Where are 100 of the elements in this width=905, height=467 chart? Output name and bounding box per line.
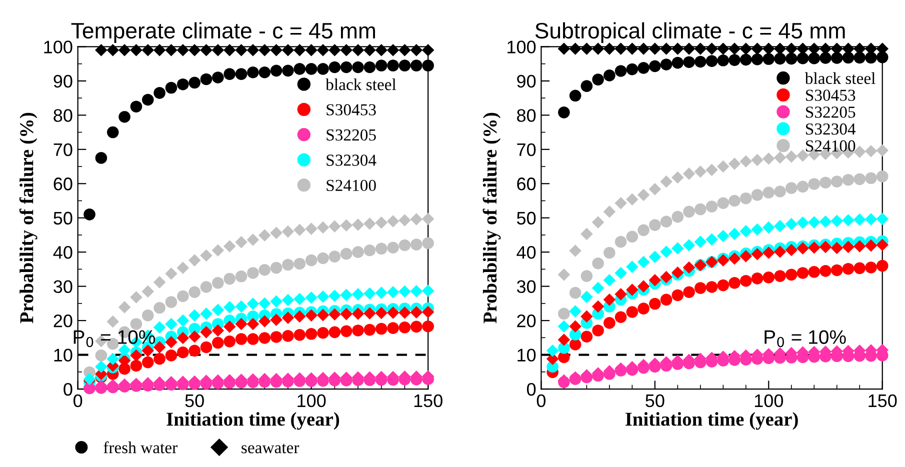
- annotation: P$_{0}$ = 10%: [764, 330, 846, 348]
- point: [728, 252, 741, 265]
- point: [188, 286, 200, 298]
- point: [706, 200, 718, 212]
- point: [672, 42, 684, 55]
- point: [352, 288, 364, 300]
- point: [386, 286, 400, 298]
- point: [106, 352, 119, 366]
- y-tick-label: 100: [44, 40, 72, 54]
- point: [352, 44, 364, 56]
- point: [95, 360, 108, 373]
- point: [258, 264, 271, 276]
- y-tick-label: 60: [517, 178, 536, 190]
- point: [830, 214, 844, 228]
- point: [558, 106, 570, 118]
- point: [762, 186, 775, 198]
- point: [854, 173, 866, 186]
- point: [660, 216, 672, 228]
- point: [410, 44, 423, 56]
- point: [375, 216, 388, 229]
- point: [364, 218, 376, 230]
- x-tick-label: 100: [754, 394, 784, 408]
- point: [340, 325, 352, 338]
- legend-label: S24100: [326, 180, 376, 192]
- point: [176, 290, 189, 302]
- point: [352, 246, 364, 258]
- point: [282, 225, 294, 238]
- point: [153, 321, 166, 334]
- point: [106, 126, 119, 138]
- legend-label: S24100: [806, 140, 856, 152]
- point: [637, 188, 650, 202]
- point: [604, 317, 616, 329]
- point: [740, 155, 752, 168]
- point: [130, 318, 142, 330]
- point: [785, 150, 798, 163]
- point: [410, 238, 422, 250]
- legend-label: black steel: [804, 72, 876, 84]
- point: [819, 215, 832, 228]
- point: [603, 274, 616, 286]
- point: [717, 197, 730, 210]
- point: [212, 276, 224, 289]
- point: [364, 324, 376, 336]
- point: [165, 350, 178, 362]
- point: [282, 312, 294, 324]
- point: [422, 44, 434, 56]
- point: [340, 288, 352, 302]
- point: [592, 300, 604, 313]
- point: [165, 336, 178, 348]
- point: [637, 42, 650, 55]
- point: [317, 326, 329, 339]
- point: [842, 240, 854, 254]
- point: [638, 302, 650, 314]
- point: [165, 44, 178, 56]
- x-tick-label: 150: [868, 394, 897, 408]
- point: [188, 344, 200, 357]
- point: [305, 328, 318, 340]
- point: [398, 44, 411, 56]
- point: [830, 264, 843, 276]
- point: [270, 64, 282, 77]
- point: [235, 300, 248, 313]
- point: [558, 320, 570, 333]
- point: [212, 336, 224, 349]
- point: [614, 42, 627, 55]
- point: [154, 352, 166, 365]
- point: [386, 44, 400, 56]
- point: [717, 160, 730, 173]
- point: [316, 221, 330, 234]
- point: [626, 260, 638, 273]
- point: [188, 76, 200, 89]
- point: [176, 314, 190, 327]
- point: [820, 52, 832, 64]
- point: [375, 60, 388, 72]
- point: [876, 170, 888, 182]
- point: [270, 295, 282, 308]
- y-tick-label: 70: [517, 143, 536, 156]
- y-tick-label: 40: [53, 246, 72, 259]
- point: [364, 287, 376, 300]
- point: [592, 42, 604, 55]
- point: [774, 52, 786, 65]
- y-tick-label: 10: [54, 348, 72, 362]
- point: [830, 176, 843, 188]
- y-tick-label: 30: [516, 280, 536, 294]
- point: [808, 241, 820, 254]
- point: [569, 338, 582, 350]
- point: [569, 244, 582, 257]
- point: [270, 44, 282, 56]
- point: [422, 306, 434, 318]
- point: [864, 144, 878, 158]
- point: [188, 309, 201, 322]
- point: [558, 334, 570, 346]
- point: [694, 282, 706, 294]
- point: [864, 213, 878, 226]
- point: [796, 180, 809, 193]
- y-tick-label: 60: [54, 178, 72, 190]
- point: [830, 242, 844, 254]
- point: [153, 276, 166, 288]
- point: [614, 236, 627, 248]
- point: [672, 56, 684, 69]
- point: [865, 262, 877, 274]
- point: [830, 52, 843, 64]
